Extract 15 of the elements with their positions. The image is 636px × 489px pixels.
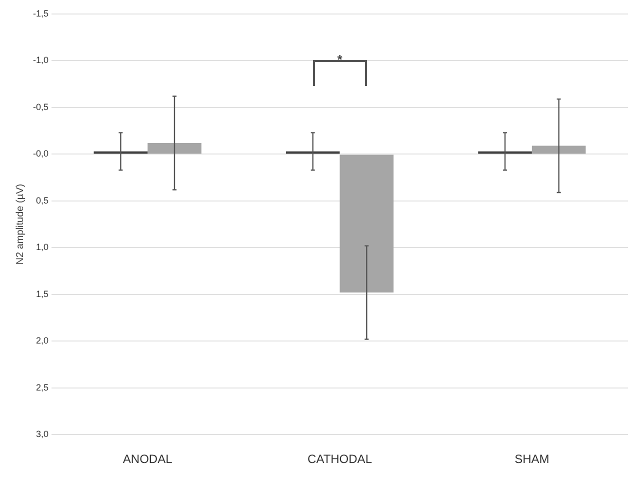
y-tick-label: 0,5 — [36, 195, 49, 206]
annotation: * — [337, 52, 344, 67]
y-tick-label: -1,0 — [32, 55, 49, 66]
x-tick-label: CATHODAL — [308, 452, 372, 466]
y-tick-label: 3,0 — [36, 429, 49, 440]
y-tick-label: -0,5 — [32, 102, 49, 112]
x-tick-label: ANODAL — [122, 452, 173, 466]
y-tick-label: -0,0 — [32, 148, 49, 159]
y-tick-label: -1,5 — [32, 8, 49, 18]
y-tick-label: 1,5 — [36, 288, 49, 299]
x-tick-label: SHAM — [514, 452, 550, 466]
y-tick-label: 1,0 — [36, 242, 49, 252]
y-tick-label: 2,5 — [36, 382, 49, 392]
y-tick-label: 2,0 — [36, 336, 49, 346]
y-axis-title: N2 amplitude (µV) — [14, 184, 26, 265]
